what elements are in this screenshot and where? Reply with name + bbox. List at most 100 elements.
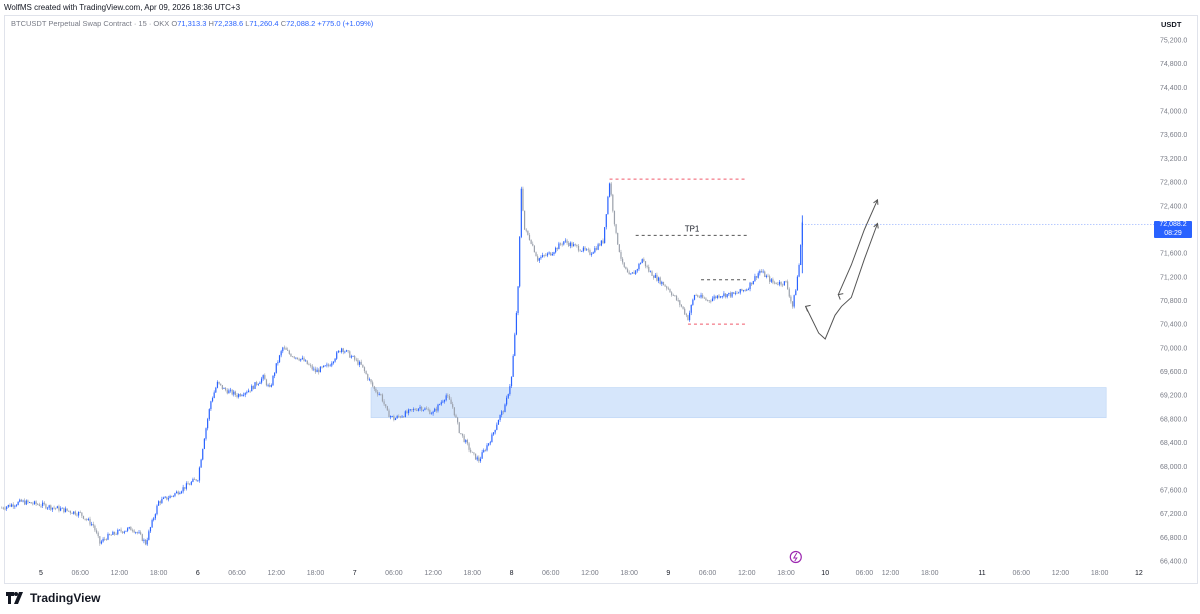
candle-body [739, 288, 741, 293]
candle-body [64, 508, 67, 513]
candle-body [499, 414, 501, 420]
candle-body [522, 188, 524, 211]
candle-body [533, 245, 535, 253]
candle-body [156, 505, 158, 515]
close-label: C [280, 19, 287, 28]
candle-body [280, 351, 282, 356]
high-value: 72,238.6 [213, 19, 244, 28]
candle-body [87, 518, 89, 520]
y-tick-label: 72,800.0 [1160, 180, 1187, 187]
candle-body [380, 394, 382, 396]
candle-body [368, 379, 370, 381]
candle-body [12, 504, 14, 507]
candle-body [764, 271, 766, 277]
candle-body [174, 493, 176, 496]
y-tick-label: 69,600.0 [1160, 369, 1187, 376]
candle-body [512, 355, 514, 377]
candle-body [790, 296, 792, 302]
tradingview-brand[interactable]: TradingView [6, 591, 100, 605]
candle-body [105, 539, 107, 540]
candle-body [698, 296, 701, 298]
candle-body [200, 459, 202, 468]
candle-body [22, 500, 24, 502]
candle-body [777, 283, 779, 285]
candle-body [241, 395, 243, 396]
y-tick-label: 69,200.0 [1160, 393, 1187, 400]
candle-body [543, 255, 545, 256]
candle-body [607, 196, 609, 215]
candle-body [492, 432, 495, 435]
candle-body [746, 289, 748, 291]
projection-path[interactable] [837, 199, 878, 295]
candle-body [669, 289, 671, 293]
candle-body [759, 270, 761, 274]
candle-body [592, 252, 594, 254]
candle-body [358, 361, 361, 365]
candle-body [81, 512, 83, 516]
y-tick-label: 74,800.0 [1160, 61, 1187, 68]
y-tick-label: 75,200.0 [1160, 38, 1187, 45]
candle-body [295, 357, 297, 359]
candle-body [787, 281, 789, 290]
candle-body [653, 275, 655, 278]
candle-body [259, 382, 261, 384]
candle-body [643, 259, 645, 262]
price-axis-unit[interactable]: USDT [1161, 20, 1182, 29]
candle-body [602, 240, 604, 244]
candle-body [141, 534, 143, 542]
candle-body [2, 507, 5, 509]
candle-body [793, 295, 795, 307]
close-value: 72,088.2 [286, 19, 316, 28]
candle-body [728, 292, 730, 295]
candle-body [14, 505, 16, 507]
candle-body [296, 357, 299, 360]
symbol-name: BTCUSDT Perpetual Swap Contract · 15 · O… [11, 19, 170, 28]
candle-body [360, 361, 362, 365]
candle-body [710, 300, 712, 302]
y-tick-label: 68,400.0 [1160, 440, 1187, 447]
candle-body [149, 527, 152, 532]
candle-body [425, 408, 428, 410]
candle-body [205, 428, 207, 439]
flash-event-icon[interactable] [789, 550, 802, 564]
candle-body [164, 496, 166, 498]
candle-body [158, 501, 160, 506]
candle-body [19, 499, 21, 502]
candle-body [491, 434, 493, 443]
candle-body [272, 375, 274, 386]
demand-zone[interactable] [370, 387, 1107, 419]
candle-body [550, 252, 552, 256]
candle-body [197, 480, 199, 482]
candle-body [573, 244, 575, 247]
candle-body [460, 433, 462, 434]
candle-body [424, 408, 426, 410]
candle-body [189, 484, 191, 486]
candle-body [10, 504, 13, 507]
candle-body [651, 271, 653, 276]
candle-body [659, 277, 661, 284]
candle-body [620, 252, 622, 259]
y-tick-label: 73,200.0 [1160, 156, 1187, 163]
candle-body [249, 390, 251, 392]
x-tick-label: 12:00 [738, 570, 756, 577]
x-tick-label: 9 [666, 570, 670, 577]
x-tick-label: 12 [1135, 570, 1143, 577]
candle-body [102, 538, 104, 542]
candle-body [644, 261, 647, 267]
candle-body [309, 364, 312, 366]
candle-body [383, 401, 385, 405]
candle-body [517, 286, 519, 313]
candle-body [693, 295, 696, 300]
candle-body [579, 250, 581, 252]
candle-body [443, 400, 446, 402]
candle-body [218, 381, 220, 384]
candle-body [311, 365, 313, 370]
candle-body [414, 409, 416, 411]
candle-body [468, 443, 470, 450]
projection-path[interactable] [805, 223, 878, 340]
candle-body [566, 240, 568, 243]
candle-body [540, 257, 542, 259]
candle-body [489, 442, 491, 444]
candle-body [198, 467, 201, 481]
